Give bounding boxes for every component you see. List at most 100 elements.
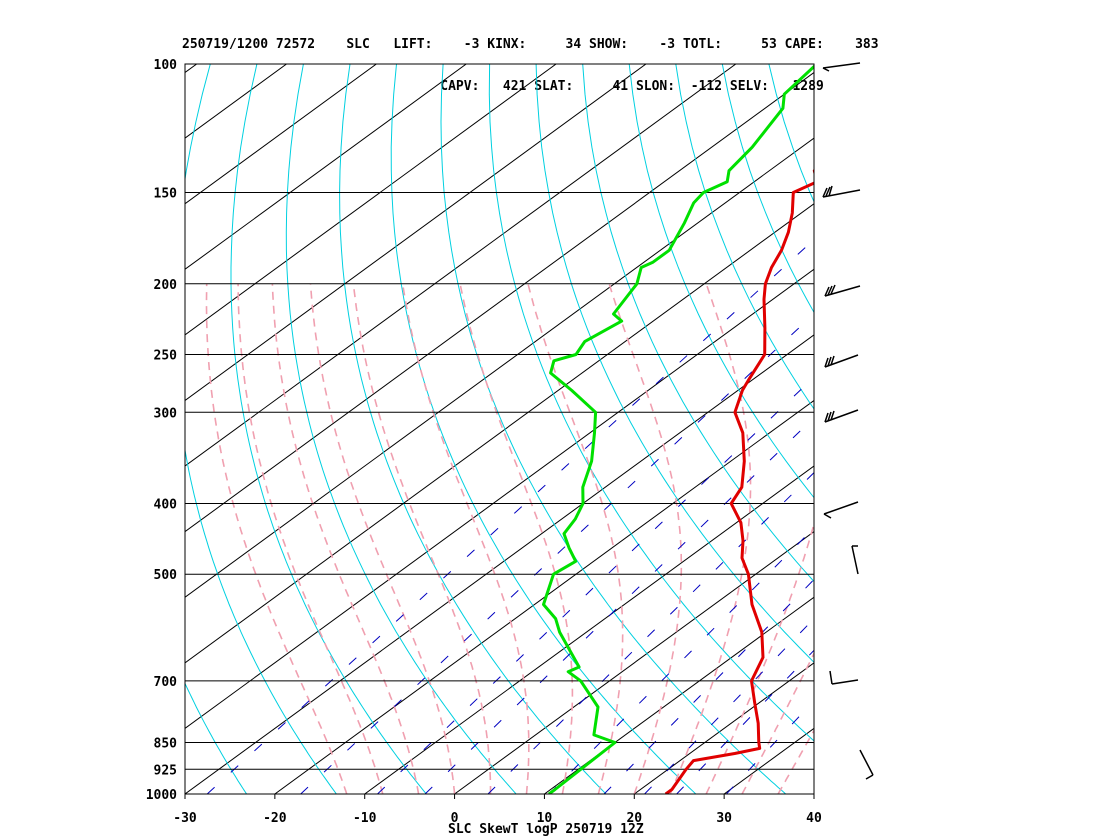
wind-barb-400: [823, 501, 859, 515]
moist-adiabat: [459, 283, 574, 794]
dry-adiabat: [185, 64, 338, 794]
isotherm-line: [454, 531, 814, 794]
dewpoint-profile: [542, 64, 814, 794]
dry-adiabat: [815, 64, 1120, 810]
dry-adiabat: [768, 64, 814, 203]
wind-barb-feather: [822, 187, 828, 198]
plot-frame: [184, 63, 815, 795]
pressure-tick-label: 150: [154, 187, 178, 202]
dry-adiabat: [339, 64, 607, 794]
pressure-tick-label: 1000: [146, 788, 177, 803]
moist-adiabat: [205, 283, 348, 794]
dry-adiabat: [185, 682, 248, 794]
moist-adiabat: [309, 283, 456, 794]
mixing-ratio-line: [603, 578, 814, 794]
wind-barb-feather: [827, 411, 832, 422]
wind-barb-feather: [829, 670, 833, 685]
isotherm-line: [185, 64, 287, 139]
chart-caption: SLC SkewT logP 250719 12Z: [448, 822, 644, 837]
dry-adiabat: [535, 64, 814, 663]
isotherm-line: [813, 793, 814, 794]
temperature-tick-label: 20: [626, 811, 642, 826]
wind-barb-feather: [828, 185, 833, 197]
moist-adiabat: [401, 283, 530, 794]
dry-adiabat: [721, 64, 814, 314]
temperature-tick-label: 40: [806, 811, 822, 826]
mixing-ratio-line: [676, 649, 814, 794]
moist-adiabat: [741, 651, 814, 794]
dry-adiabat: [628, 64, 814, 499]
wind-barbs: [822, 62, 874, 780]
isotherm-line: [364, 465, 814, 794]
isotherm-line: [544, 596, 814, 794]
temperature-tick-label: 30: [716, 811, 732, 826]
dry-adiabat: [862, 64, 1120, 810]
pressure-labels: 100 150 200 250 300 400 500 700 850 925 1000: [146, 58, 177, 803]
dry-adiabat: [285, 64, 517, 794]
wind-barb-feather: [827, 356, 832, 367]
mixing-ratio-line: [424, 416, 814, 794]
temperature-labels: -30 -20 -10 0 10 20 30 40: [173, 794, 822, 826]
mixing-ratio-line: [377, 376, 814, 794]
isobars: [185, 63, 814, 795]
moist-adiabat: [271, 283, 420, 794]
mixing-ratio-line: [206, 238, 814, 794]
isotherm-line: [274, 399, 814, 794]
wind-barb-480: [851, 545, 859, 575]
wind-barb-925: [859, 749, 874, 776]
dry-adiabat: [230, 64, 427, 794]
dry-adiabat: [1002, 64, 1120, 810]
wind-barb-feather: [830, 410, 835, 421]
pressure-tick-label: 700: [154, 675, 178, 690]
sounding-header: 250719/1200 72572 SLC LIFT: -3 KINX: 34 …: [182, 10, 879, 108]
wind-barb-feather: [825, 186, 831, 197]
isotherm-line: [185, 64, 647, 402]
pressure-tick-label: 100: [154, 58, 178, 73]
dry-adiabat: [440, 64, 787, 794]
temperature-tick-label: -30: [173, 811, 197, 826]
wind-barb-feather: [830, 284, 836, 295]
isotherm-line: [185, 64, 737, 467]
wind-barb-feather: [865, 774, 874, 780]
header-line-2: CAPV: 421 SLAT: 41 SLON: -112 SELV: 1289: [182, 79, 824, 94]
isotherm-line: [0, 64, 17, 794]
temperature-tick-label: -20: [263, 811, 287, 826]
temperature-tick-label: 10: [537, 811, 553, 826]
moist-adiabat: [352, 283, 492, 794]
dry-adiabat: [675, 64, 814, 410]
dry-adiabat: [1095, 64, 1120, 810]
pressure-tick-label: 500: [154, 568, 178, 583]
pressure-tick-label: 400: [154, 498, 178, 513]
moist-adiabat: [237, 283, 384, 794]
dry-adiabat: [488, 64, 814, 742]
isotherm-line: [185, 64, 557, 336]
dry-adiabat: [390, 64, 697, 794]
pressure-tick-label: 925: [154, 763, 177, 778]
isotherm-line: [0, 64, 107, 794]
mixing-ratio-line: [300, 313, 814, 794]
plot-border: [184, 63, 815, 795]
pressure-tick-label: 850: [154, 736, 178, 751]
isotherm-line: [633, 662, 814, 794]
wind-barb-250: [824, 354, 859, 368]
isotherm-line: [185, 64, 377, 205]
background-lines: [0, 64, 1120, 810]
pressure-tick-label: 200: [154, 278, 178, 293]
wind-barb-feather: [824, 357, 829, 368]
wind-barb-feather: [822, 67, 830, 72]
dry-adiabat: [1048, 64, 1120, 810]
isotherm-line: [185, 71, 814, 533]
moist-adiabat: [608, 283, 683, 794]
wind-barb-feather: [824, 286, 830, 297]
mixing-ratio-line: [644, 617, 814, 794]
header-line-1: 250719/1200 72572 SLC LIFT: -3 KINX: 34 …: [182, 37, 879, 52]
profiles: [542, 64, 814, 794]
wind-barb-700: [831, 679, 859, 685]
wind-barb-feather: [823, 513, 832, 519]
moist-adiabat: [527, 283, 624, 794]
wind-barb-feather: [830, 355, 835, 366]
moist-adiabat: [669, 283, 752, 794]
moist-adiabat: [777, 728, 814, 794]
wind-barb-100: [822, 62, 861, 69]
